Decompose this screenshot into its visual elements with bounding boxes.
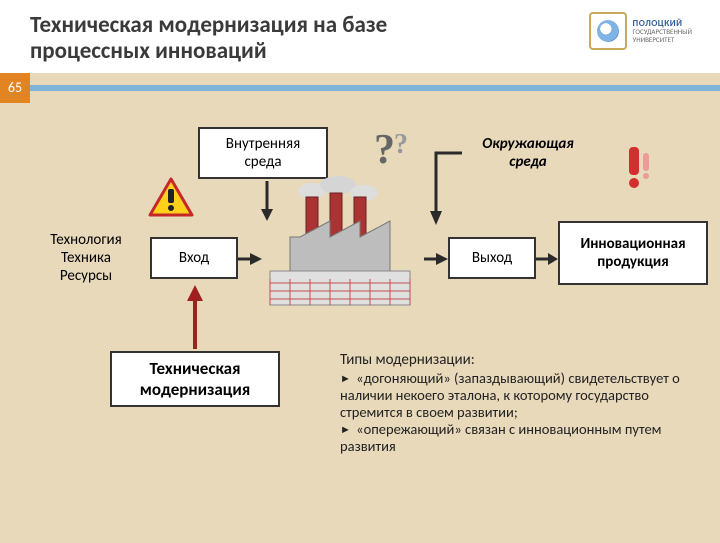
warning-sign-icon xyxy=(148,177,194,219)
tech-list-item: Технология xyxy=(50,231,121,249)
arrow-output-to-innovation xyxy=(536,251,558,267)
bullet-text-1: «догоняющий» (запаздывающий) свидетельст… xyxy=(340,369,680,421)
arrow-extenv-to-factory xyxy=(430,149,468,227)
bullet-icon: ► xyxy=(340,373,351,386)
arrow-input-to-factory xyxy=(238,251,262,267)
types-label: Типы модернизации: xyxy=(340,351,475,369)
input-box: Вход xyxy=(150,237,238,279)
logo-text: ПОЛОЦКИЙ ГОСУДАРСТВЕННЫЙ УНИВЕРСИТЕТ xyxy=(633,19,692,43)
external-environment-label: Окружающая среда xyxy=(462,127,594,179)
university-logo: ПОЛОЦКИЙ ГОСУДАРСТВЕННЫЙ УНИВЕРСИТЕТ xyxy=(589,12,692,50)
svg-text:?: ? xyxy=(394,129,408,160)
logo-badge-icon xyxy=(589,12,627,50)
page-title: Техническая модернизация на базе процесс… xyxy=(30,12,460,65)
page-divider xyxy=(30,73,720,103)
bullet-text-2: «опережающий» связан с инновационным пут… xyxy=(340,420,661,455)
modernization-types-text: Типы модернизации: ► «догоняющий» (запаз… xyxy=(340,351,688,455)
arrow-modernization-to-input xyxy=(185,285,205,349)
page-bar: 65 xyxy=(0,73,720,103)
diagram-canvas: Внутренняя среда Окружающая среда ? ? Те… xyxy=(0,103,720,543)
svg-text:?: ? xyxy=(374,127,395,173)
bullet-icon: ► xyxy=(340,424,351,437)
exclamation-icon xyxy=(614,143,658,193)
question-icon: ? ? xyxy=(368,123,422,173)
arrow-env-to-factory xyxy=(258,181,276,221)
slide-header: Техническая модернизация на базе процесс… xyxy=(0,0,720,73)
innovation-box: Инновационная продукция xyxy=(558,221,708,285)
tech-list: Технология Техника Ресурсы xyxy=(32,223,140,293)
arrow-factory-to-output xyxy=(424,251,448,267)
tech-list-item: Ресурсы xyxy=(60,267,112,285)
tech-list-item: Техника xyxy=(61,249,111,267)
modernization-box: Техническая модернизация xyxy=(110,351,280,407)
output-box: Выход xyxy=(448,237,536,279)
page-number-badge: 65 xyxy=(0,73,30,103)
factory-icon xyxy=(250,171,430,321)
